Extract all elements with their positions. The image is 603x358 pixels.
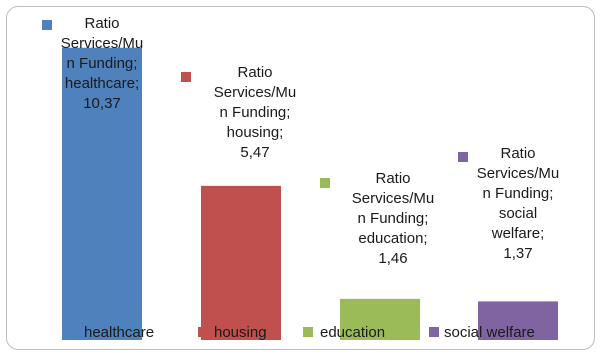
legend-marker-education [303,327,313,337]
data-label-marker [181,72,191,82]
legend-marker-social-welfare [429,327,439,337]
legend-label-healthcare: healthcare [84,324,154,341]
legend-label-housing: housing [214,324,267,341]
data-label-healthcare: Ratio Services/Mu n Funding; healthcare; 10,… [61,15,144,112]
data-labels-group: Ratio Services/Mu n Funding; healthcare; 10,… [42,15,559,267]
data-label-marker [42,20,52,30]
legend-label-social-welfare: social welfare [444,324,535,341]
bar-social-welfare [478,301,558,340]
legend-marker-housing [198,327,208,337]
data-label-marker [458,152,468,162]
data-label-marker [320,178,330,188]
legend-label-education: education [320,324,385,341]
data-label-housing: Ratio Services/Mu n Funding; housing; 5,47 [214,64,297,161]
legend: healthcare housing education social welfare [84,324,535,341]
data-label-social-welfare: Ratio Services/Mu n Funding; social welfare;… [477,145,560,262]
bars-group [62,47,558,340]
bar-housing [201,185,281,340]
bar-education [340,298,420,340]
data-label-education: Ratio Services/Mu n Funding; education; 1,46 [352,170,435,267]
bar-healthcare [62,47,142,340]
